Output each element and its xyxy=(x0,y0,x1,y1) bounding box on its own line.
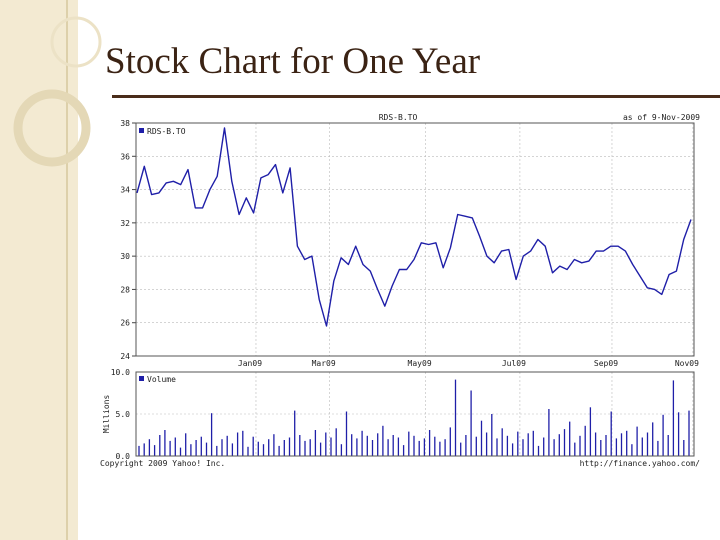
volume-tick-label: 10.0 xyxy=(111,368,130,377)
price-tick-label: 24 xyxy=(120,352,130,361)
volume-legend-swatch xyxy=(139,376,144,381)
volume-tick-label: 5.0 xyxy=(116,410,131,419)
price-tick-label: 26 xyxy=(120,319,130,328)
price-tick-label: 28 xyxy=(120,285,130,294)
x-tick-label: May09 xyxy=(408,359,432,368)
price-tick-label: 34 xyxy=(120,186,130,195)
plot-layer xyxy=(136,127,692,456)
price-tick-label: 30 xyxy=(120,252,130,261)
price-legend-swatch xyxy=(139,128,144,133)
title-rule xyxy=(112,95,720,98)
volume-axis-label: Millions xyxy=(102,395,111,434)
slide-side-band xyxy=(0,0,78,540)
chart-header-date: as of 9-Nov-2009 xyxy=(623,113,700,122)
deco-circle-large xyxy=(13,89,91,167)
x-tick-label: Jul09 xyxy=(502,359,526,368)
x-tick-label: Mar09 xyxy=(312,359,336,368)
price-tick-label: 38 xyxy=(120,119,130,128)
chart-footer-url: http://finance.yahoo.com/ xyxy=(580,459,701,468)
price-tick-label: 32 xyxy=(120,219,130,228)
chart-footer-copyright: Copyright 2009 Yahoo! Inc. xyxy=(100,459,225,468)
price-plot-frame xyxy=(135,122,695,357)
x-tick-label: Nov09 xyxy=(675,359,699,368)
volume-tick-label: 0.0 xyxy=(116,452,131,461)
slide-title: Stock Chart for One Year xyxy=(105,41,481,82)
x-tick-label: Jan09 xyxy=(238,359,262,368)
stock-chart: 38 36 34 32 30 28 26 24 10.0 5.0 0.0 Jan09 Mar09 May0… xyxy=(98,108,702,470)
x-tick-label: Sep09 xyxy=(594,359,618,368)
deco-circle-small xyxy=(50,16,102,68)
price-legend-label: RDS-B.TO xyxy=(147,127,186,136)
price-series-line xyxy=(136,127,692,327)
chart-background xyxy=(98,108,702,470)
volume-plot-frame xyxy=(135,371,695,457)
chart-header-symbol: RDS-B.TO xyxy=(379,113,418,122)
slide-side-line xyxy=(66,0,68,540)
price-tick-label: 36 xyxy=(120,152,130,161)
decorative-circles xyxy=(13,16,102,167)
volume-legend-label: Volume xyxy=(147,375,176,384)
